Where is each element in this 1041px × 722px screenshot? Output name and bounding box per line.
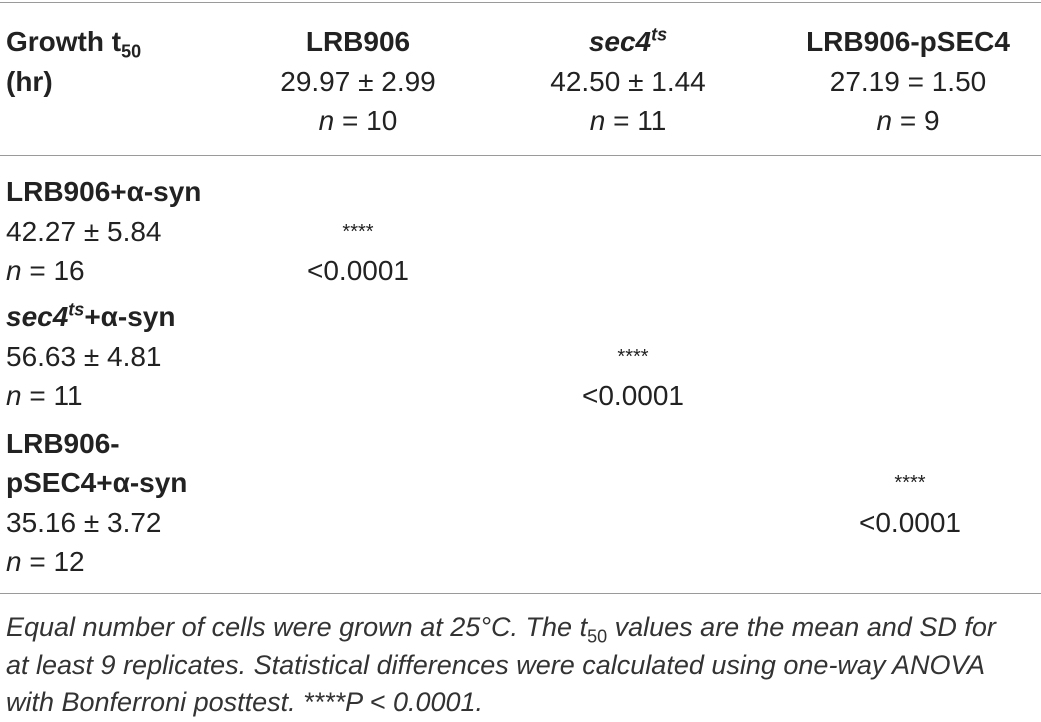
caption-line-1-sub: 50 (587, 626, 608, 647)
n-value: = 10 (334, 105, 398, 136)
row-sec4-syn-name-suffix: +α-syn (84, 301, 176, 332)
n-label: n (589, 105, 606, 136)
header-growth-sub: 50 (121, 41, 142, 62)
row-lrb906-syn-mean: 42.27 ± 5.84 (6, 216, 162, 247)
row-psec4-syn-name-line2: pSEC4+α-syn (6, 467, 188, 498)
row-lrb906-syn-stars: **** (342, 221, 374, 243)
column-lrb906-psec4-n: n = 9 (788, 101, 1028, 141)
row-sec4-syn-name-italic: sec4 (6, 301, 69, 332)
column-header-sec4: sec4ts (508, 22, 748, 62)
column-lrb906-mean: 29.97 ± 2.99 (280, 66, 436, 97)
column-header-lrb906: LRB906 (305, 26, 411, 57)
row-psec4-syn-stars: **** (894, 472, 926, 494)
column-header-lrb906-psec4: LRB906-pSEC4 (806, 26, 1010, 57)
bottom-rule (0, 593, 1041, 594)
row-lrb906-syn-n: n = 16 (6, 251, 85, 291)
column-sec4-mean: 42.50 ± 1.44 (550, 66, 706, 97)
row-sec4-syn-mean: 56.63 ± 4.81 (6, 341, 162, 372)
caption-line-1: Equal number of cells were grown at 25°C… (6, 607, 1036, 647)
n-value: = 11 (605, 105, 667, 136)
row-psec4-syn-n: n = 12 (6, 542, 85, 582)
column-lrb906-n: n = 10 (238, 101, 478, 141)
top-rule (0, 2, 1041, 3)
n-label: n (6, 380, 22, 411)
n-label: n (876, 105, 893, 136)
n-value: = 16 (21, 255, 85, 286)
n-label: n (6, 546, 22, 577)
row-sec4-syn-name-sup: ts (68, 299, 85, 320)
caption-line-1-a: Equal number of cells were grown at 25°C… (6, 612, 588, 642)
n-label: n (318, 105, 335, 136)
caption-line-3: with Bonferroni posttest. ****P < 0.0001… (6, 687, 484, 717)
row-psec4-syn-mean: 35.16 ± 3.72 (6, 507, 162, 538)
n-label: n (6, 255, 22, 286)
row-sec4-syn-stars: **** (617, 346, 649, 368)
column-header-sec4-name: sec4 (588, 26, 652, 57)
header-units: (hr) (6, 66, 53, 97)
row-sec4-syn-n: n = 11 (6, 376, 83, 416)
row-lrb906-syn-p: <0.0001 (307, 255, 409, 286)
row-psec4-syn-name-line1: LRB906- (6, 428, 120, 459)
caption-line-1-b: values are the mean and SD for (607, 612, 996, 642)
row-psec4-syn-p: <0.0001 (859, 507, 961, 538)
row-lrb906-syn-name: LRB906+α-syn (6, 176, 202, 207)
n-value: = 9 (892, 105, 940, 136)
header-growth-label: Growth t50 (6, 22, 141, 62)
row-sec4-syn-name: sec4ts+α-syn (6, 297, 175, 337)
column-lrb906-psec4-mean: 27.19 = 1.50 (829, 66, 987, 97)
row-sec4-syn-p: <0.0001 (582, 380, 684, 411)
column-sec4-n: n = 11 (508, 101, 748, 141)
column-header-sec4-sup: ts (651, 24, 668, 45)
n-value: = 12 (21, 546, 85, 577)
header-growth-text: Growth t (6, 26, 122, 57)
header-rule (0, 155, 1041, 156)
n-value: = 11 (21, 380, 83, 411)
caption-line-2: at least 9 replicates. Statistical diffe… (6, 650, 985, 680)
